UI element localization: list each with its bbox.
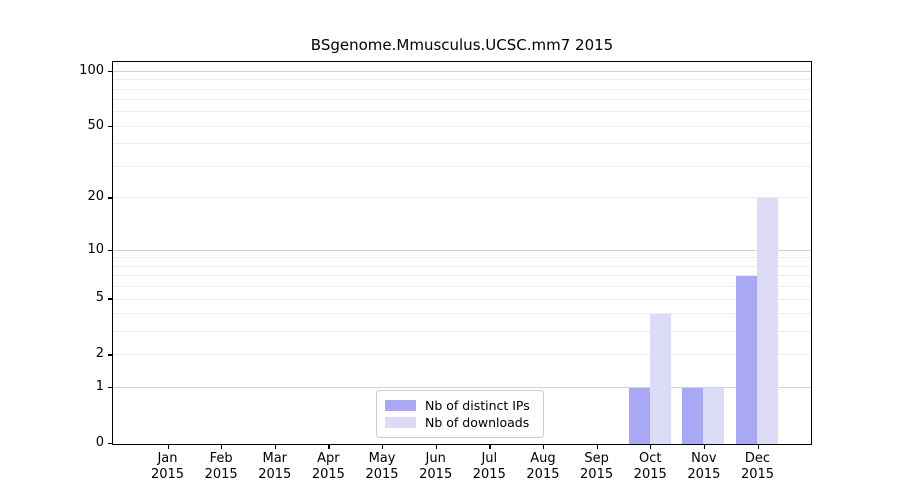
y-gridline-minor [113, 265, 811, 267]
x-tick-label: Dec 2015 [740, 451, 775, 482]
x-tick-label: Mar 2015 [258, 451, 292, 482]
y-tick-label: 2 [95, 346, 104, 362]
x-tick-label: Nov 2015 [687, 451, 721, 482]
x-axis-tick [596, 444, 598, 449]
y-gridline-minor [113, 166, 811, 168]
y-gridline-minor [113, 99, 811, 101]
legend-label-distinct-ips: Nb of distinct IPs [425, 398, 530, 413]
bar-oct-ips [628, 388, 650, 444]
y-gridline-minor [113, 354, 811, 356]
x-axis-tick [757, 444, 759, 449]
bar-dec-ips [736, 276, 757, 444]
y-gridline-minor [113, 257, 811, 259]
x-tick-label: Jun 2015 [419, 451, 453, 482]
x-tick-label: May 2015 [365, 451, 399, 482]
bar-oct-downloads [649, 314, 671, 444]
legend-label-downloads: Nb of downloads [425, 415, 530, 430]
y-axis-tick [108, 354, 113, 356]
y-gridline-minor [113, 298, 811, 300]
x-axis-tick [703, 444, 706, 449]
x-axis-tick [328, 444, 330, 449]
y-gridline-minor [113, 286, 811, 288]
y-gridline-minor [113, 111, 811, 113]
y-axis-tick [108, 443, 113, 445]
y-gridline-minor [113, 125, 811, 127]
y-gridline-minor [113, 79, 811, 81]
y-tick-label: 0 [95, 435, 104, 450]
plot-area: Nb of distinct IPs Nb of downloads [112, 61, 812, 445]
x-tick-label: Apr 2015 [311, 451, 345, 482]
x-tick-label: Jan 2015 [150, 451, 185, 482]
y-gridline-minor [113, 313, 811, 315]
y-axis-tick [108, 298, 113, 300]
x-axis-tick [167, 444, 169, 449]
y-tick-label: 50 [87, 117, 104, 133]
y-axis-tick [108, 125, 113, 128]
y-axis-tick [108, 197, 113, 199]
bar-nov-downloads [703, 388, 725, 444]
y-tick-label: 10 [87, 241, 104, 257]
legend-swatch-downloads [385, 417, 416, 428]
x-tick-label: Oct 2015 [633, 451, 667, 482]
legend: Nb of distinct IPs Nb of downloads [376, 390, 544, 438]
y-gridline-major [113, 249, 811, 251]
x-axis-tick [650, 444, 652, 449]
y-gridline-major [113, 387, 811, 389]
y-gridline-minor [113, 197, 811, 199]
y-gridline-major [113, 70, 811, 72]
bar-nov-ips [682, 388, 704, 444]
legend-item-downloads: Nb of downloads [385, 414, 533, 431]
x-tick-label: Aug 2015 [526, 451, 560, 482]
x-tick-label: Feb 2015 [204, 451, 238, 482]
x-tick-label: Jul 2015 [472, 451, 506, 482]
y-gridline-minor [113, 331, 811, 333]
x-axis-tick [382, 444, 384, 449]
y-axis-tick [108, 70, 113, 72]
x-tick-label: Sep 2015 [580, 451, 614, 482]
x-axis-tick [274, 444, 276, 449]
legend-item-distinct-ips: Nb of distinct IPs [385, 397, 533, 414]
x-axis-tick [489, 444, 491, 449]
x-axis-tick [435, 444, 437, 449]
y-gridline-minor [113, 275, 811, 277]
y-tick-label: 20 [87, 189, 104, 205]
chart-title: BSgenome.Mmusculus.UCSC.mm7 2015 [310, 36, 614, 54]
y-gridline-minor [113, 143, 811, 145]
x-axis-tick [542, 444, 545, 449]
y-axis-tick [108, 387, 113, 389]
legend-swatch-distinct-ips [385, 400, 416, 411]
y-gridline-minor [113, 88, 811, 90]
bar-dec-downloads [757, 198, 778, 444]
y-tick-label: 1 [95, 379, 104, 395]
y-tick-label: 5 [95, 290, 104, 306]
y-tick-label: 100 [79, 62, 104, 78]
y-axis-tick [108, 249, 113, 251]
x-axis-tick [221, 444, 223, 449]
